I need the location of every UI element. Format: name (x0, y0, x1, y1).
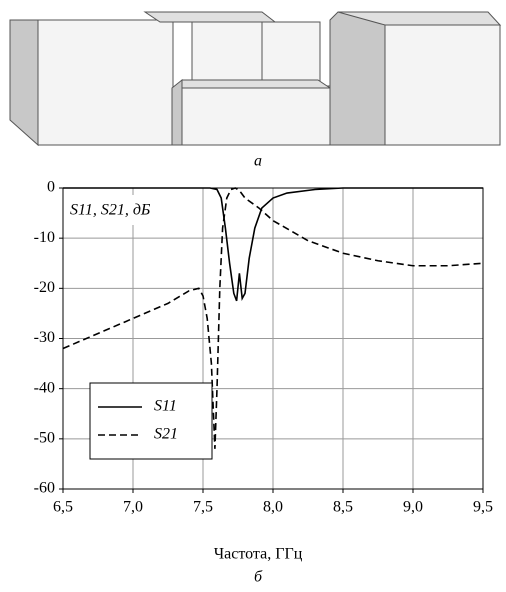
box-side (172, 80, 182, 145)
box-top (145, 12, 275, 22)
y-tick-label: -20 (34, 279, 55, 296)
box-side (330, 12, 385, 145)
x-axis-label: Частота, ГГц (214, 546, 303, 563)
x-tick-label: 7,5 (193, 499, 213, 516)
y-tick-label: -50 (34, 430, 55, 447)
box-side (10, 20, 38, 145)
device-drawing (10, 12, 500, 145)
y-tick-label: -10 (34, 229, 55, 246)
y-tick-label: -30 (34, 329, 55, 346)
panel-label: а (254, 153, 262, 170)
x-tick-label: 6,5 (53, 499, 73, 516)
y-tick-label: -40 (34, 379, 55, 396)
x-tick-label: 8,0 (263, 499, 283, 516)
box (38, 20, 173, 145)
x-tick-label: 9,5 (473, 499, 493, 516)
box-top (182, 80, 330, 88)
legend-label: S11 (154, 398, 177, 415)
x-tick-label: 7,0 (123, 499, 143, 516)
y-axis-label: S11, S21, дБ (70, 202, 151, 219)
y-tick-label: 0 (47, 179, 55, 196)
box (385, 25, 500, 145)
legend-box (90, 383, 212, 459)
x-tick-label: 9,0 (403, 499, 423, 516)
y-tick-label: -60 (34, 480, 55, 497)
box (192, 22, 262, 82)
legend-label: S21 (154, 426, 178, 443)
panel-label: б (254, 569, 263, 586)
x-tick-label: 8,5 (333, 499, 353, 516)
figure: а б Частота, ГГц S11, S21, дБ -60 -50 -40 -… (0, 0, 506, 592)
